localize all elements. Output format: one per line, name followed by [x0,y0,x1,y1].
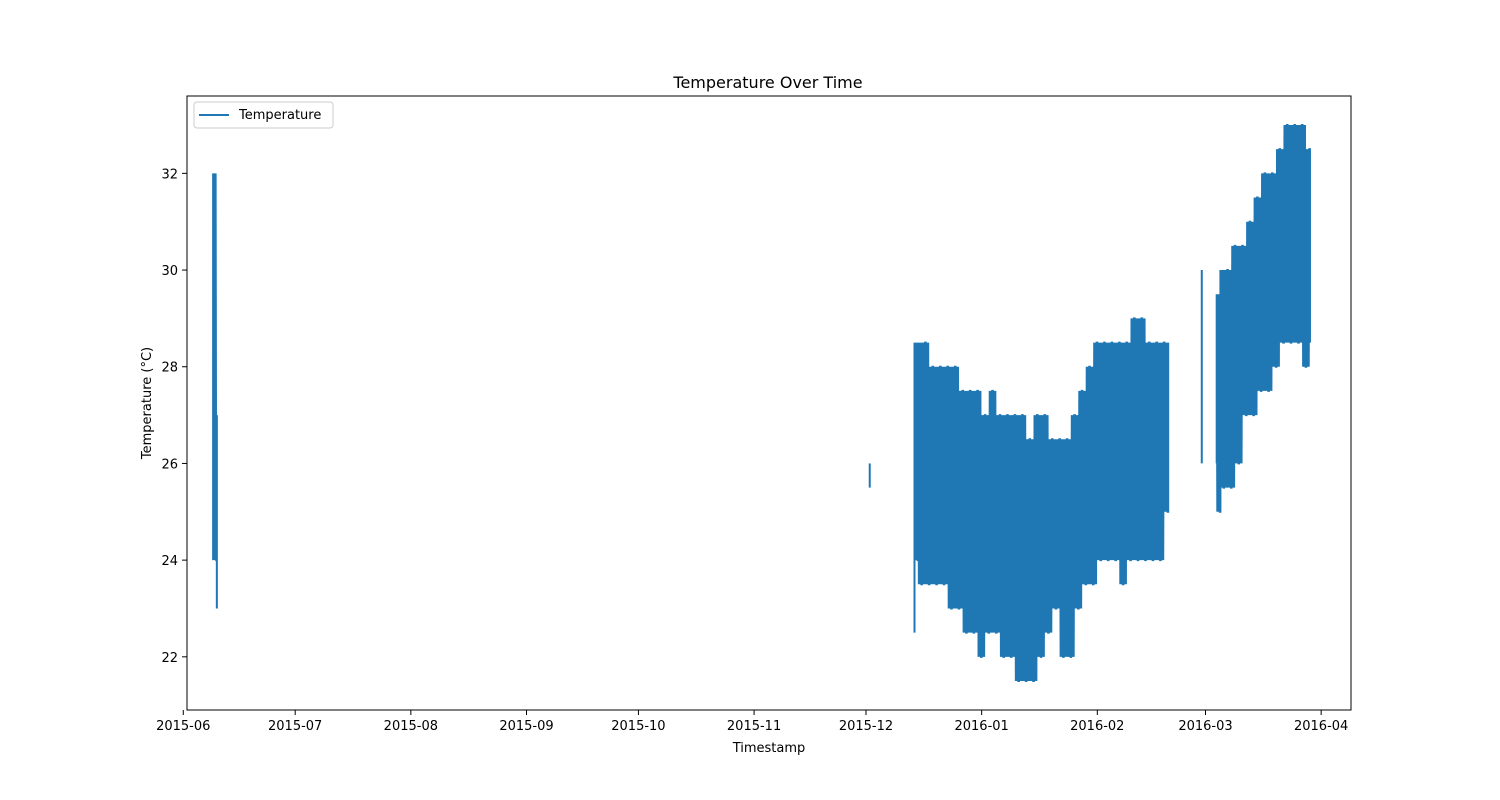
series-line-temperature [1215,124,1311,513]
y-tick-label: 24 [161,554,178,569]
y-tick-label: 28 [161,361,178,376]
x-tick-label: 2016-02 [1070,719,1124,734]
x-axis: 2015-06 2015-07 2015-08 2015-09 2015-10 2015-… [156,710,1348,734]
x-tick-label: 2015-06 [156,719,210,734]
chart-title: Temperature Over Time [672,73,862,92]
legend-label-temperature: Temperature [238,108,321,123]
legend: Temperature [193,101,334,129]
series-layer [212,124,1311,682]
x-tick-label: 2015-11 [727,719,781,734]
y-axis: 22 24 26 28 30 32 [161,167,187,666]
x-tick-label: 2015-08 [384,719,438,734]
x-tick-label: 2016-03 [1178,719,1232,734]
x-tick-label: 2016-04 [1294,719,1348,734]
legend-box [193,101,334,129]
y-tick-label: 32 [161,167,178,182]
plot-area [212,124,1311,682]
x-tick-label: 2015-10 [611,719,665,734]
plot-frame [186,95,1352,711]
y-tick-label: 30 [161,264,178,279]
x-tick-label: 2016-01 [954,719,1008,734]
y-tick-label: 26 [161,457,178,472]
y-axis-label: Temperature (°C) [140,347,155,460]
x-axis-label: Timestamp [732,741,806,756]
x-tick-label: 2015-07 [268,719,322,734]
x-tick-label: 2015-09 [499,719,553,734]
series-line-temperature [212,173,218,609]
y-tick-label: 22 [161,651,178,666]
series-line-temperature [913,317,1170,682]
x-tick-label: 2015-12 [839,719,893,734]
